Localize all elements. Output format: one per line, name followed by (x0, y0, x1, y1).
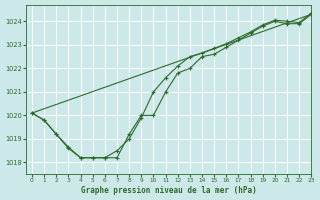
X-axis label: Graphe pression niveau de la mer (hPa): Graphe pression niveau de la mer (hPa) (81, 186, 257, 195)
